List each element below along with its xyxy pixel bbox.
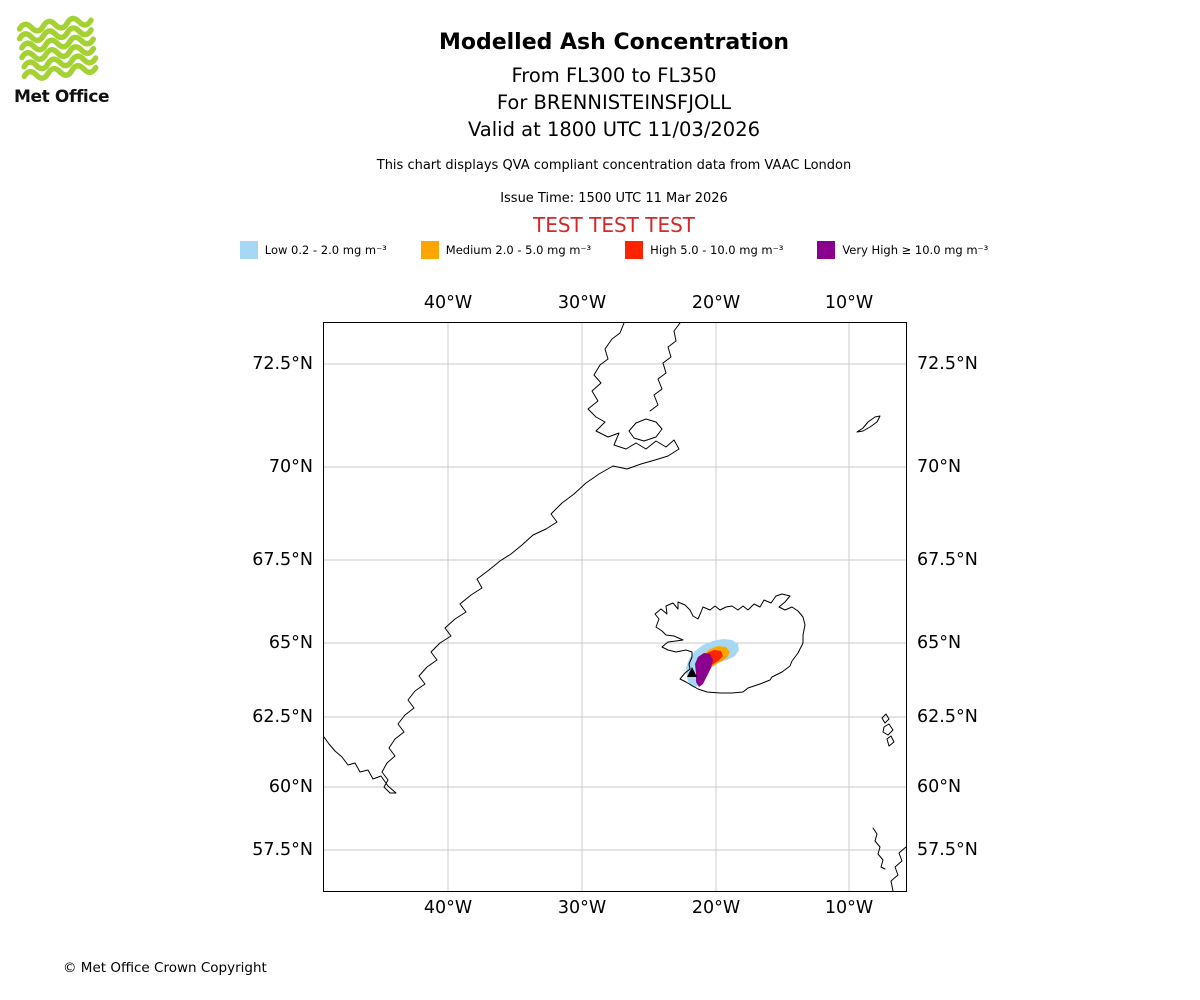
subtitle-flight-levels: From FL300 to FL350 (511, 64, 717, 87)
lat-tick-right: 70°N (917, 457, 962, 477)
legend-item-low: Low 0.2 - 2.0 mg m⁻³ (239, 241, 387, 259)
coastlines (324, 323, 906, 891)
coastline-iceland (654, 593, 806, 694)
met-office-logo-waves (16, 15, 99, 81)
legend-swatch-medium (420, 241, 439, 259)
lon-tick-bottom: 30°W (557, 898, 607, 918)
subtitle-valid-time: Valid at 1800 UTC 11/03/2026 (467, 118, 761, 141)
lat-tick-right: 57.5°N (917, 840, 978, 860)
lat-tick-left: 65°N (268, 633, 313, 653)
qva-compliance-note: This chart displays QVA compliant concen… (376, 158, 852, 173)
lon-tick-top: 20°W (691, 293, 741, 313)
lat-tick-right: 60°N (917, 777, 962, 797)
legend-label-high: High 5.0 - 10.0 mg m⁻³ (650, 243, 784, 257)
subtitle-volcano-name: For BRENNISTEINSFJOLL (496, 91, 732, 114)
legend-swatch-low (239, 241, 258, 259)
legend-item-very_high: Very High ≥ 10.0 mg m⁻³ (817, 241, 988, 259)
lon-tick-top: 10°W (824, 293, 874, 313)
chart-title: Modelled Ash Concentration (438, 30, 790, 55)
ash-contour-very-high (695, 653, 713, 687)
legend-label-very_high: Very High ≥ 10.0 mg m⁻³ (842, 243, 989, 257)
legend-swatch-very_high (817, 241, 836, 259)
islands-hebrides (872, 827, 886, 870)
met-office-logo-text: Met Office (14, 87, 110, 107)
lat-tick-left: 67.5°N (252, 550, 313, 570)
lon-tick-bottom: 10°W (824, 898, 874, 918)
chart-subtitle: From FL300 to FL350 For BRENNISTEINSFJOL… (28, 62, 1200, 143)
lat-tick-left: 60°N (268, 777, 313, 797)
legend-label-medium: Medium 2.0 - 5.0 mg m⁻³ (445, 243, 592, 257)
lon-tick-top: 40°W (423, 293, 473, 313)
coastline-scotland (890, 846, 906, 891)
test-banner: TEST TEST TEST (532, 213, 695, 237)
map: 40°W 40°W 30°W 30°W 20°W 20°W 10°W 10°W 72.5°N 72… (252, 293, 978, 918)
issue-time: Issue Time: 1500 UTC 11 Mar 2026 (500, 191, 728, 206)
copyright: © Met Office Crown Copyright (63, 960, 267, 976)
volcano-marker (687, 667, 697, 677)
lat-tick-left: 70°N (268, 457, 313, 477)
legend-swatch-high (625, 241, 644, 259)
lon-tick-bottom: 20°W (691, 898, 741, 918)
lat-tick-right: 67.5°N (917, 550, 978, 570)
lat-tick-left: 72.5°N (252, 354, 313, 374)
islands-faroe (881, 713, 895, 747)
lat-tick-left: 62.5°N (252, 707, 313, 727)
legend: Low 0.2 - 2.0 mg m⁻³ Medium 2.0 - 5.0 mg … (28, 241, 1200, 259)
lon-tick-top: 30°W (557, 293, 607, 313)
map-canvas (324, 323, 906, 891)
lat-tick-right: 62.5°N (917, 707, 978, 727)
legend-item-high: High 5.0 - 10.0 mg m⁻³ (625, 241, 783, 259)
lat-tick-left: 57.5°N (252, 840, 313, 860)
lon-tick-bottom: 40°W (423, 898, 473, 918)
coastline-greenland-fjord (649, 323, 681, 412)
coastline-greenland (324, 323, 680, 794)
legend-item-medium: Medium 2.0 - 5.0 mg m⁻³ (420, 241, 592, 259)
island-jan-mayen (856, 415, 881, 433)
met-office-logo: Met Office (14, 12, 124, 107)
lat-tick-right: 72.5°N (917, 354, 978, 374)
island-greenland-fjord-island (628, 418, 663, 442)
grid-lines (324, 323, 906, 891)
lat-tick-right: 65°N (917, 633, 962, 653)
legend-label-low: Low 0.2 - 2.0 mg m⁻³ (264, 243, 387, 257)
ash-plume (686, 639, 739, 688)
